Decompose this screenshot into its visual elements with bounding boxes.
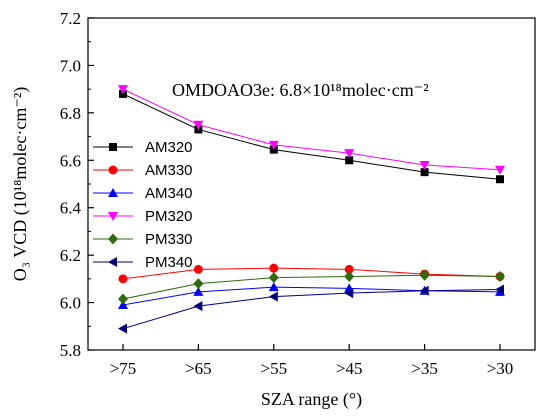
data-point (118, 293, 128, 305)
series-line (122, 88, 501, 171)
legend-marker (108, 233, 118, 245)
data-point (496, 175, 504, 184)
data-point (269, 263, 279, 273)
data-point (344, 149, 355, 159)
x-tick-label: >45 (336, 359, 363, 378)
data-point (193, 120, 204, 130)
data-point (495, 165, 505, 175)
legend-label: AM330 (145, 162, 193, 179)
x-tick-label: >35 (411, 359, 438, 378)
data-point (268, 282, 279, 292)
y-tick-label: 6.8 (60, 104, 81, 123)
legend-marker (108, 257, 117, 267)
data-point (268, 140, 279, 150)
y-axis-label: O₃ VCD (10¹⁸molec·cm⁻²) (10, 87, 31, 281)
data-point (193, 264, 203, 274)
legend-item-am320: AM320 (93, 139, 193, 156)
series-pm340 (118, 284, 504, 334)
data-point (344, 270, 355, 282)
data-point (344, 264, 354, 274)
legend-marker (108, 212, 118, 221)
x-axis-label: SZA range (°) (261, 389, 362, 410)
data-point (118, 323, 127, 334)
legend-item-am340: AM340 (93, 185, 193, 202)
y-tick-label: 7.0 (60, 56, 81, 75)
legend-marker (108, 165, 118, 175)
legend-item-pm340: PM340 (93, 254, 193, 271)
legend-label: AM340 (145, 185, 193, 202)
data-point (419, 285, 429, 296)
data-point (495, 284, 504, 295)
chart-annotation: OMDOAO3e: 6.8×10¹⁸molec·cm⁻² (172, 80, 429, 100)
data-point (419, 161, 430, 171)
legend-label: PM340 (145, 254, 193, 271)
x-tick-label: >55 (261, 359, 288, 378)
series-line (122, 93, 501, 180)
y-tick-label: 7.2 (60, 9, 81, 28)
x-tick-label: >65 (185, 359, 212, 378)
series-line (122, 286, 501, 306)
data-point (193, 278, 204, 290)
legend-item-pm320: PM320 (93, 208, 193, 225)
y-tick-label: 6.2 (60, 246, 81, 265)
plot-frame (87, 17, 536, 351)
data-point (268, 291, 278, 302)
legend-item-pm330: PM330 (93, 231, 193, 248)
series-line (122, 274, 501, 300)
x-tick-label: >30 (487, 359, 514, 378)
legend-label: AM320 (145, 139, 193, 156)
legend-label: PM330 (145, 231, 193, 248)
y-tick-label: 6.6 (60, 151, 81, 170)
y-tick-label: 6.4 (60, 199, 82, 218)
data-point (193, 301, 203, 312)
data-point (193, 286, 204, 296)
y-tick-label: 5.8 (60, 341, 81, 360)
data-point (118, 274, 128, 284)
x-tick-label: >75 (110, 359, 137, 378)
data-point (345, 156, 354, 165)
y-tick-label: 6.0 (60, 294, 81, 313)
legend-marker (108, 188, 118, 197)
legend-item-am330: AM330 (93, 162, 193, 179)
series-pm320 (118, 85, 505, 175)
legend-label: PM320 (145, 208, 193, 225)
data-point (344, 288, 354, 299)
data-point (268, 272, 279, 284)
legend-marker (109, 143, 117, 151)
data-point (420, 168, 429, 177)
data-point (495, 270, 505, 282)
series-pm330 (118, 269, 505, 305)
series-line (122, 289, 501, 330)
data-point (419, 269, 430, 281)
data-point (118, 85, 128, 95)
series-am340 (118, 282, 505, 309)
series-line (122, 267, 501, 280)
